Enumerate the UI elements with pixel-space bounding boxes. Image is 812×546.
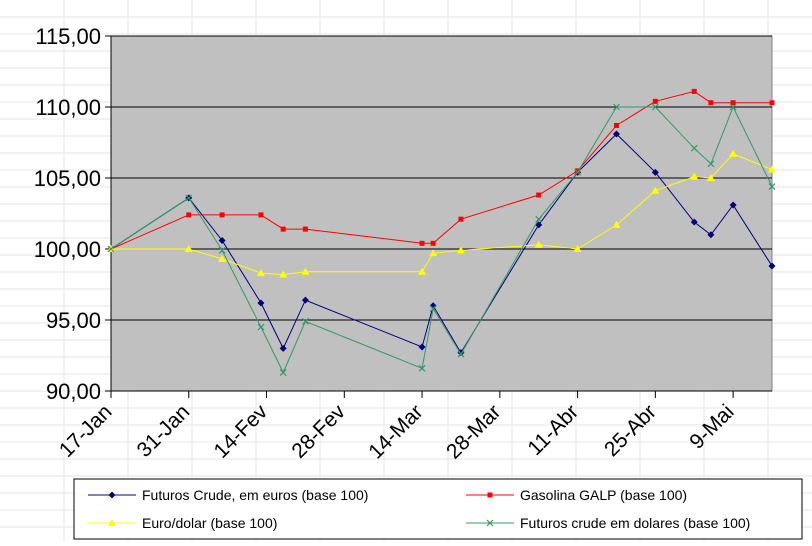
data-point — [218, 236, 226, 244]
data-point — [651, 186, 660, 194]
data-point — [219, 212, 225, 218]
series-4 — [107, 103, 776, 376]
legend-entry: Gasolina GALP (base 100) — [466, 487, 687, 503]
data-point — [613, 103, 620, 111]
data-point — [301, 317, 309, 325]
data-point — [186, 212, 192, 218]
series-layer — [107, 88, 776, 376]
data-point — [280, 226, 286, 232]
data-point — [690, 172, 699, 180]
plot-area — [110, 35, 773, 392]
data-point — [419, 240, 425, 246]
data-point — [690, 218, 698, 226]
data-point — [729, 201, 737, 209]
data-point — [535, 215, 543, 223]
data-point — [279, 270, 288, 278]
data-point — [429, 249, 438, 257]
data-point — [652, 98, 658, 104]
data-point — [613, 122, 619, 128]
y-tick-label: 100,00 — [34, 237, 101, 262]
series-1 — [107, 130, 776, 357]
legend: Futuros Crude, em euros (base 100) Gasoli… — [73, 478, 803, 540]
x-tick-label: 28-Fev — [287, 400, 350, 463]
data-point — [301, 267, 310, 275]
x-tick-label: 14-Mar — [364, 400, 427, 463]
y-tick-label: 110,00 — [35, 95, 101, 120]
data-point — [279, 369, 287, 376]
legend-label: Euro/dolar (base 100) — [142, 515, 277, 531]
x-tick-label: 11-Abr — [523, 400, 583, 460]
legend-marker — [486, 519, 494, 527]
data-point — [418, 364, 426, 372]
data-point — [218, 246, 226, 254]
data-point — [768, 183, 776, 190]
data-point — [457, 350, 465, 358]
data-point — [458, 216, 464, 222]
legend-box — [73, 478, 803, 540]
y-tick-label: 90,00 — [46, 379, 101, 404]
data-point — [707, 231, 715, 239]
data-point — [256, 269, 265, 277]
data-point — [430, 240, 436, 246]
legend-marker — [487, 492, 493, 498]
data-point — [651, 103, 659, 111]
data-point — [418, 343, 426, 351]
data-point — [184, 245, 193, 252]
data-point — [257, 323, 265, 331]
data-point — [691, 88, 697, 94]
data-point — [707, 160, 715, 168]
data-point — [575, 168, 581, 174]
data-point — [651, 168, 659, 176]
y-tick-label: 105,00 — [34, 166, 101, 191]
legend-label: Futuros Crude, em euros (base 100) — [142, 487, 368, 503]
grid-layer — [110, 35, 773, 392]
data-point — [768, 165, 776, 173]
data-point — [708, 100, 714, 106]
data-point — [258, 212, 264, 218]
data-point — [279, 344, 287, 352]
legend-label: Futuros crude em dolares (base 100) — [520, 515, 750, 531]
data-point — [302, 226, 308, 232]
data-point — [769, 100, 775, 106]
data-point — [534, 240, 543, 248]
data-point — [429, 305, 437, 313]
data-point — [612, 220, 621, 228]
x-tick-label: 28-Mar — [442, 400, 505, 463]
data-point — [573, 245, 582, 252]
data-point — [257, 299, 265, 307]
data-point — [706, 174, 715, 181]
data-point — [612, 130, 620, 138]
data-point — [456, 246, 465, 254]
data-point — [729, 103, 737, 111]
y-tick-label: 115,00 — [35, 24, 101, 49]
legend-label: Gasolina GALP (base 100) — [520, 487, 687, 503]
data-point — [574, 168, 582, 176]
y-tick-label: 95,00 — [46, 308, 101, 333]
data-point — [107, 245, 115, 253]
x-tick-label: 14-Fev — [210, 400, 273, 463]
data-point — [185, 194, 193, 202]
x-tick-label: 31-Jan — [133, 400, 195, 462]
legend-marker — [108, 491, 116, 499]
data-point — [768, 262, 776, 270]
data-point — [730, 100, 736, 106]
x-tick-label: 25-Abr — [600, 400, 661, 461]
data-point — [690, 144, 698, 152]
legend-entry: Euro/dolar (base 100) — [88, 515, 277, 531]
data-point — [418, 267, 427, 275]
data-point — [301, 296, 309, 304]
legend-entry: Futuros Crude, em euros (base 100) — [88, 487, 368, 503]
data-point — [729, 149, 738, 157]
data-point — [536, 192, 542, 198]
data-point — [218, 254, 227, 262]
legend-entry: Futuros crude em dolares (base 100) — [466, 515, 750, 531]
legend-marker — [108, 519, 116, 526]
